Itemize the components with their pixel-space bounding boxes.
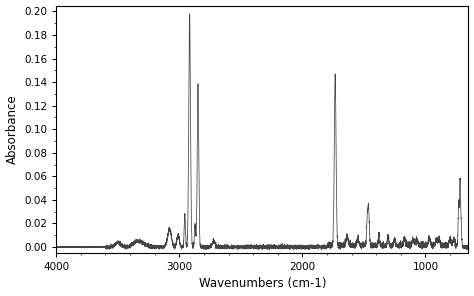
X-axis label: Wavenumbers (cm-1): Wavenumbers (cm-1) — [199, 277, 326, 290]
Y-axis label: Absorbance: Absorbance — [6, 94, 18, 164]
